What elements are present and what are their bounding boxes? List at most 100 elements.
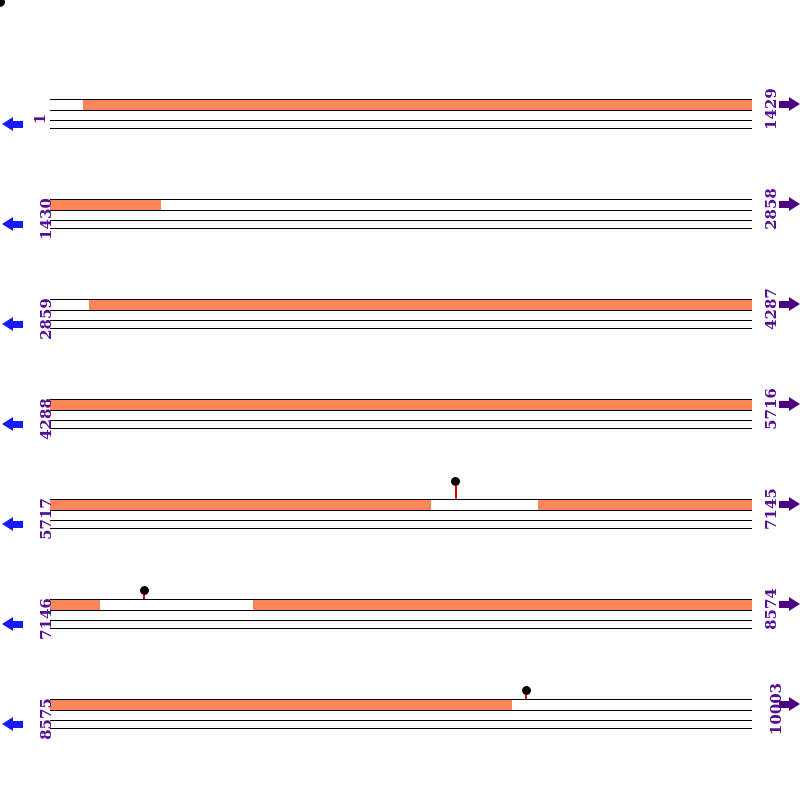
marker-dot[interactable] bbox=[451, 477, 461, 486]
scroll-left-button[interactable] bbox=[2, 517, 23, 531]
sequence-bar-segment[interactable] bbox=[50, 500, 432, 510]
row-end-coordinate: 5716 bbox=[750, 377, 780, 441]
scroll-left-button[interactable] bbox=[2, 317, 23, 331]
right-arrow-shaft bbox=[779, 200, 789, 208]
sequence-track bbox=[50, 599, 752, 611]
right-arrow-head-icon bbox=[789, 397, 800, 411]
row-end-coordinate-text: 10003 bbox=[767, 682, 786, 736]
baseline-lower bbox=[50, 728, 752, 729]
sequence-bar-segment[interactable] bbox=[50, 700, 512, 710]
baseline-lower bbox=[50, 528, 752, 529]
row-end-coordinate: 10003 bbox=[750, 677, 785, 741]
sequence-track bbox=[50, 99, 752, 111]
scroll-right-button[interactable] bbox=[779, 97, 800, 111]
scroll-right-button[interactable] bbox=[779, 497, 800, 511]
left-arrow-shaft bbox=[13, 220, 23, 228]
marker-stem bbox=[525, 695, 527, 699]
left-arrow-shaft bbox=[13, 320, 23, 328]
sequence-bar-segment[interactable] bbox=[252, 600, 752, 610]
row-start-coordinate: 5717 bbox=[25, 487, 55, 551]
scroll-left-button[interactable] bbox=[2, 417, 23, 431]
scroll-right-button[interactable] bbox=[779, 597, 800, 611]
marker-dot[interactable] bbox=[139, 586, 149, 595]
row-end-coordinate-text: 8574 bbox=[761, 588, 780, 630]
baseline-upper bbox=[50, 120, 752, 121]
baseline-upper bbox=[50, 620, 752, 621]
scroll-left-button[interactable] bbox=[2, 717, 23, 731]
sequence-bar-segment[interactable] bbox=[89, 300, 752, 310]
right-arrow-head-icon bbox=[789, 697, 800, 711]
left-arrow-head-icon bbox=[2, 317, 13, 331]
row-end-coordinate: 4287 bbox=[750, 277, 780, 341]
marker-dot[interactable] bbox=[521, 686, 531, 695]
sequence-bar-segment[interactable] bbox=[50, 200, 161, 210]
row-start-coordinate: 7146 bbox=[25, 587, 55, 651]
row-start-coordinate: 1 bbox=[25, 87, 55, 151]
left-arrow-head-icon bbox=[2, 217, 13, 231]
baseline-lower bbox=[50, 328, 752, 329]
left-arrow-head-icon bbox=[2, 417, 13, 431]
row-start-coordinate-text: 7146 bbox=[36, 598, 55, 640]
baseline-upper bbox=[50, 520, 752, 521]
scroll-left-button[interactable] bbox=[2, 117, 23, 131]
marker-stem bbox=[454, 486, 457, 499]
row-end-coordinate-text: 5716 bbox=[761, 388, 780, 430]
left-arrow-shaft bbox=[13, 720, 23, 728]
row-end-coordinate-text: 1429 bbox=[761, 88, 780, 130]
row-start-coordinate: 4288 bbox=[25, 387, 55, 451]
sequence-bar-segment[interactable] bbox=[83, 100, 752, 110]
left-arrow-head-icon bbox=[2, 517, 13, 531]
sequence-bar-segment[interactable] bbox=[50, 400, 752, 410]
row-end-coordinate: 7145 bbox=[750, 477, 780, 541]
right-arrow-head-icon bbox=[789, 597, 800, 611]
sequence-bar-segment[interactable] bbox=[537, 500, 752, 510]
sequence-track bbox=[50, 499, 752, 511]
row-end-coordinate: 2858 bbox=[750, 177, 780, 241]
right-arrow-head-icon bbox=[789, 97, 800, 111]
baseline-lower bbox=[50, 228, 752, 229]
row-start-coordinate: 8575 bbox=[25, 687, 55, 751]
sequence-track bbox=[50, 299, 752, 311]
baseline-upper bbox=[50, 320, 752, 321]
sequence-track bbox=[50, 699, 752, 711]
right-arrow-shaft bbox=[779, 600, 789, 608]
left-arrow-head-icon bbox=[2, 617, 13, 631]
scroll-left-button[interactable] bbox=[2, 217, 23, 231]
scroll-right-button[interactable] bbox=[779, 697, 800, 711]
row-start-coordinate-text: 4288 bbox=[36, 398, 55, 440]
right-arrow-head-icon bbox=[789, 197, 800, 211]
baseline-upper bbox=[50, 220, 752, 221]
right-arrow-shaft bbox=[779, 300, 789, 308]
scroll-right-button[interactable] bbox=[779, 297, 800, 311]
left-arrow-head-icon bbox=[2, 717, 13, 731]
row-end-coordinate: 8574 bbox=[750, 577, 780, 641]
right-arrow-shaft bbox=[779, 700, 789, 708]
baseline-upper bbox=[50, 720, 752, 721]
left-arrow-shaft bbox=[13, 520, 23, 528]
corner-marker-dot bbox=[0, 0, 5, 7]
scroll-right-button[interactable] bbox=[779, 197, 800, 211]
row-end-coordinate-text: 7145 bbox=[761, 488, 780, 530]
scroll-left-button[interactable] bbox=[2, 617, 23, 631]
left-arrow-head-icon bbox=[2, 117, 13, 131]
sequence-bar-segment[interactable] bbox=[50, 600, 100, 610]
right-arrow-shaft bbox=[779, 500, 789, 508]
row-end-coordinate-text: 2858 bbox=[761, 188, 780, 230]
marker-stem bbox=[143, 595, 146, 599]
baseline-upper bbox=[50, 420, 752, 421]
baseline-lower bbox=[50, 628, 752, 629]
scroll-right-button[interactable] bbox=[779, 397, 800, 411]
row-start-coordinate: 1430 bbox=[25, 187, 55, 251]
right-arrow-shaft bbox=[779, 400, 789, 408]
row-end-coordinate: 1429 bbox=[750, 77, 780, 141]
row-start-coordinate-text: 5717 bbox=[36, 498, 55, 540]
row-start-coordinate: 2859 bbox=[25, 287, 55, 351]
row-end-coordinate-text: 4287 bbox=[761, 288, 780, 330]
row-start-coordinate-text: 2859 bbox=[36, 298, 55, 340]
row-start-coordinate-text: 8575 bbox=[36, 698, 55, 740]
right-arrow-shaft bbox=[779, 100, 789, 108]
sequence-track bbox=[50, 399, 752, 411]
right-arrow-head-icon bbox=[789, 297, 800, 311]
left-arrow-shaft bbox=[13, 120, 23, 128]
